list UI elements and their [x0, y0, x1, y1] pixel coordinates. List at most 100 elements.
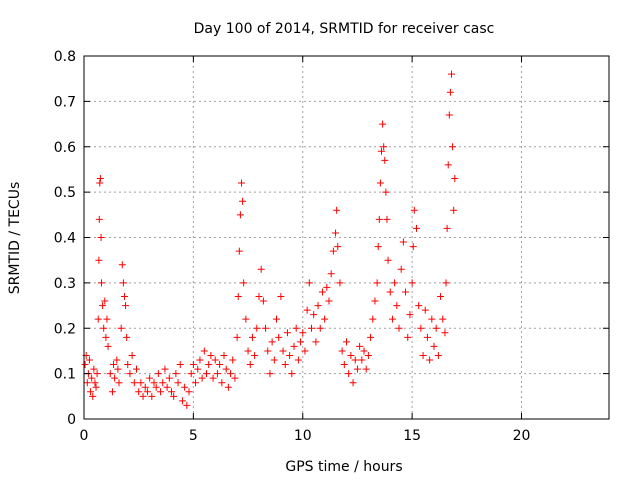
data-point [240, 279, 248, 287]
data-point [281, 361, 289, 369]
data-point [325, 297, 333, 305]
data-point [338, 347, 346, 355]
data-point [235, 247, 243, 255]
y-tick-label: 0.6 [54, 140, 76, 156]
data-point [323, 283, 331, 291]
data-point [417, 324, 425, 332]
x-tick-label: 5 [189, 428, 198, 444]
data-point [96, 175, 104, 183]
data-point [314, 302, 322, 310]
data-point [305, 279, 313, 287]
data-point [103, 315, 111, 323]
data-point [123, 333, 131, 341]
data-point [446, 88, 454, 96]
data-point [95, 215, 103, 223]
data-point [126, 370, 134, 378]
data-point [283, 329, 291, 337]
data-point [231, 374, 239, 382]
data-point [383, 215, 391, 223]
data-point [233, 333, 241, 341]
data-points-layer [81, 70, 459, 409]
data-point [104, 342, 112, 350]
data-point [450, 206, 458, 214]
data-point [391, 279, 399, 287]
y-tick-label: 0.7 [54, 94, 76, 110]
data-point [286, 351, 294, 359]
data-point [248, 333, 256, 341]
data-point [270, 356, 278, 364]
data-point [399, 238, 407, 246]
data-point [299, 329, 307, 337]
y-tick-label: 0.5 [54, 185, 76, 201]
data-point [259, 297, 267, 305]
data-point [207, 351, 215, 359]
data-point [375, 215, 383, 223]
data-point [236, 211, 244, 219]
data-point [360, 347, 368, 355]
data-point [379, 120, 387, 128]
data-point [200, 347, 208, 355]
data-point [117, 324, 125, 332]
data-point [279, 347, 287, 355]
data-point [115, 379, 123, 387]
data-point [229, 356, 237, 364]
data-point [189, 361, 197, 369]
data-point [373, 279, 381, 287]
data-point [367, 333, 375, 341]
data-point [301, 347, 309, 355]
data-point [253, 324, 261, 332]
data-point [347, 351, 355, 359]
x-tick-label: 20 [513, 428, 531, 444]
data-point [85, 356, 93, 364]
data-point [81, 361, 89, 369]
x-tick-label: 0 [80, 428, 89, 444]
data-point [345, 370, 353, 378]
data-point [161, 365, 169, 373]
data-point [146, 374, 154, 382]
data-point [83, 379, 91, 387]
y-tick-label: 0.3 [54, 276, 76, 292]
data-point [102, 333, 110, 341]
data-point [255, 292, 263, 300]
data-point [159, 379, 167, 387]
data-point [292, 324, 300, 332]
data-point [183, 401, 191, 409]
data-point [449, 143, 457, 151]
data-point [93, 370, 101, 378]
data-point [106, 370, 114, 378]
data-point [100, 324, 108, 332]
data-point [316, 324, 324, 332]
data-point [423, 333, 431, 341]
data-point [351, 356, 359, 364]
data-point [181, 383, 189, 391]
data-point [124, 361, 132, 369]
data-point [426, 356, 434, 364]
data-point [157, 388, 165, 396]
data-point [288, 370, 296, 378]
data-point [220, 351, 228, 359]
data-point [413, 224, 420, 232]
data-point [382, 188, 390, 196]
data-point [290, 342, 298, 350]
data-point [380, 143, 388, 151]
data-point [242, 315, 250, 323]
data-point [168, 388, 175, 396]
data-point [406, 311, 414, 319]
grid-layer [84, 56, 609, 419]
data-point [386, 288, 394, 296]
data-point [327, 270, 335, 278]
data-point [141, 383, 149, 391]
data-point [333, 206, 341, 214]
data-point [419, 351, 427, 359]
data-point [437, 292, 445, 300]
data-point [443, 224, 451, 232]
data-point [378, 147, 385, 155]
data-point [90, 365, 98, 373]
data-point [148, 392, 156, 400]
data-point [393, 302, 401, 310]
data-point [397, 265, 405, 273]
data-point [303, 306, 311, 314]
data-point [369, 315, 377, 323]
data-point [246, 361, 254, 369]
